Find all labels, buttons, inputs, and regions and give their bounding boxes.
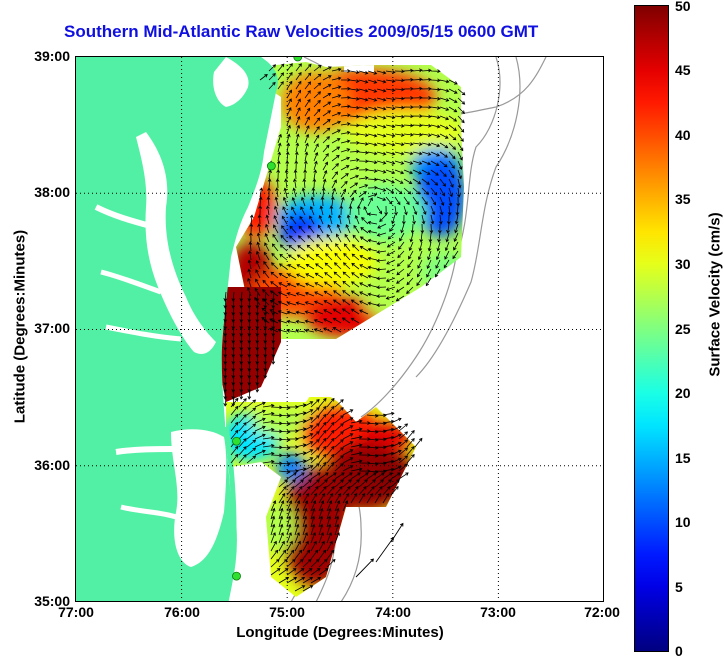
colorbar-tick-label: 5 (675, 579, 683, 595)
radar-stations (232, 57, 303, 581)
chesapeake-bay (136, 132, 216, 354)
radar-station-marker (232, 436, 241, 446)
map-title: Southern Mid-Atlantic Raw Velocities 200… (64, 22, 539, 41)
y-tick-label: 38:00 (34, 184, 70, 200)
colorbar-tick-label: 35 (675, 191, 691, 207)
colorbar-tick-label: 0 (675, 643, 683, 659)
lat-lon-grid (76, 57, 604, 602)
colorbar-tick-label: 50 (675, 0, 691, 14)
colorbar-tick-label: 10 (675, 514, 691, 530)
depth-contour (415, 57, 521, 378)
field-base (221, 287, 281, 402)
stray-vector (355, 522, 404, 578)
x-tick-label: 72:00 (584, 604, 620, 620)
field-patch (286, 237, 376, 287)
delaware-bay (213, 57, 249, 107)
river (100, 269, 162, 295)
x-tick-label: 75:00 (269, 604, 305, 620)
field-patch (416, 157, 464, 237)
river (94, 204, 155, 230)
y-tick-label: 35:00 (34, 593, 70, 609)
x-tick-label: 73:00 (480, 604, 516, 620)
x-tick-label: 76:00 (164, 604, 200, 620)
colorbar-tick-label: 20 (675, 385, 691, 401)
y-tick-label: 39:00 (34, 48, 70, 64)
velocity-vectors (223, 63, 466, 592)
colorbar (634, 5, 669, 652)
radar-station-marker (293, 57, 303, 62)
river (105, 324, 182, 342)
field-patch (276, 452, 306, 482)
river (115, 446, 175, 455)
x-tick-label: 74:00 (375, 604, 411, 620)
river (120, 504, 177, 520)
colorbar-tick-label: 15 (675, 450, 691, 466)
colorbar-label: Surface Velocity (cm/s) (706, 212, 724, 377)
colorbar-tick-label: 40 (675, 127, 691, 143)
outer-banks (223, 426, 237, 602)
radar-station-marker (266, 161, 276, 171)
pamlico-sound (171, 429, 227, 567)
vector-arrows (223, 63, 466, 592)
colorbar-tick-label: 30 (675, 256, 691, 272)
colorbar-tick-label: 25 (675, 321, 691, 337)
field-patch (346, 110, 464, 154)
y-tick-label: 36:00 (34, 457, 70, 473)
colorbar-tick-label: 45 (675, 62, 691, 78)
radar-station-marker (232, 571, 241, 581)
x-tick-label: 77:00 (58, 604, 94, 620)
map-plot-area (76, 57, 604, 602)
x-axis-label: Longitude (Degrees:Minutes) (236, 624, 444, 641)
y-tick-label: 37:00 (34, 320, 70, 336)
y-axis-label: Latitude (Degrees:Minutes) (11, 229, 29, 424)
data-gap (344, 62, 374, 72)
